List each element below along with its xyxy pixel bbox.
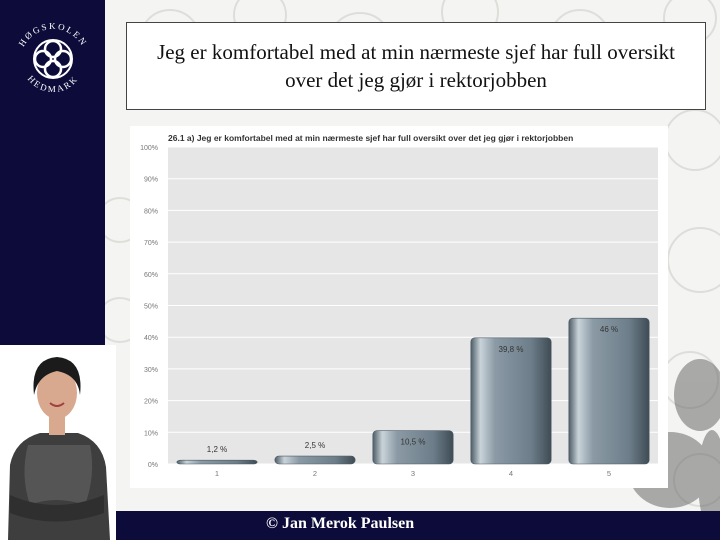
- data-label: 2,5 %: [305, 441, 325, 450]
- y-tick-label: 100%: [140, 145, 158, 152]
- y-tick-label: 60%: [144, 272, 158, 279]
- slide-title: Jeg er komfortabel med at min nærmeste s…: [157, 40, 675, 92]
- x-tick-label: 1: [215, 469, 219, 478]
- x-tick-label: 2: [313, 469, 317, 478]
- y-tick-label: 0%: [148, 462, 158, 469]
- y-tick-label: 10%: [144, 430, 158, 437]
- hogskolen-logo: HØGSKOLEN HEDMARK: [17, 21, 90, 94]
- data-label: 10,5 %: [401, 438, 426, 447]
- data-label: 46 %: [600, 325, 618, 334]
- data-label: 39,8 %: [499, 345, 524, 354]
- bar-1: [176, 459, 258, 465]
- bar-chart: 26.1 a) Jeg er komfortabel med at min næ…: [140, 133, 658, 478]
- chart-panel: 26.1 a) Jeg er komfortabel med at min næ…: [130, 126, 668, 488]
- y-tick-label: 90%: [144, 177, 158, 184]
- bar-5: [568, 317, 650, 465]
- y-tick-label: 70%: [144, 240, 158, 247]
- x-tick-label: 5: [607, 469, 611, 478]
- footer-copyright: © Jan Merok Paulsen: [266, 515, 415, 532]
- bar-2: [274, 455, 356, 465]
- y-tick-label: 20%: [144, 399, 158, 406]
- left-sidebar: HØGSKOLEN HEDMARK: [0, 0, 105, 345]
- bar-3: [372, 430, 454, 465]
- y-tick-label: 40%: [144, 335, 158, 342]
- footer-bar: © Jan Merok Paulsen: [116, 511, 720, 540]
- presenter-photo: [0, 345, 116, 540]
- x-tick-label: 3: [411, 469, 415, 478]
- chart-title: 26.1 a) Jeg er komfortabel med at min næ…: [168, 133, 573, 143]
- y-tick-label: 80%: [144, 208, 158, 215]
- logo-text-top: HØGSKOLEN: [17, 21, 88, 48]
- data-label: 1,2 %: [207, 445, 227, 454]
- y-tick-label: 30%: [144, 367, 158, 374]
- svg-text:HØGSKOLEN: HØGSKOLEN: [17, 21, 90, 48]
- bar-4: [470, 337, 552, 465]
- y-tick-label: 50%: [144, 304, 158, 311]
- x-tick-label: 4: [509, 469, 513, 478]
- title-box: Jeg er komfortabel med at min nærmeste s…: [126, 22, 706, 110]
